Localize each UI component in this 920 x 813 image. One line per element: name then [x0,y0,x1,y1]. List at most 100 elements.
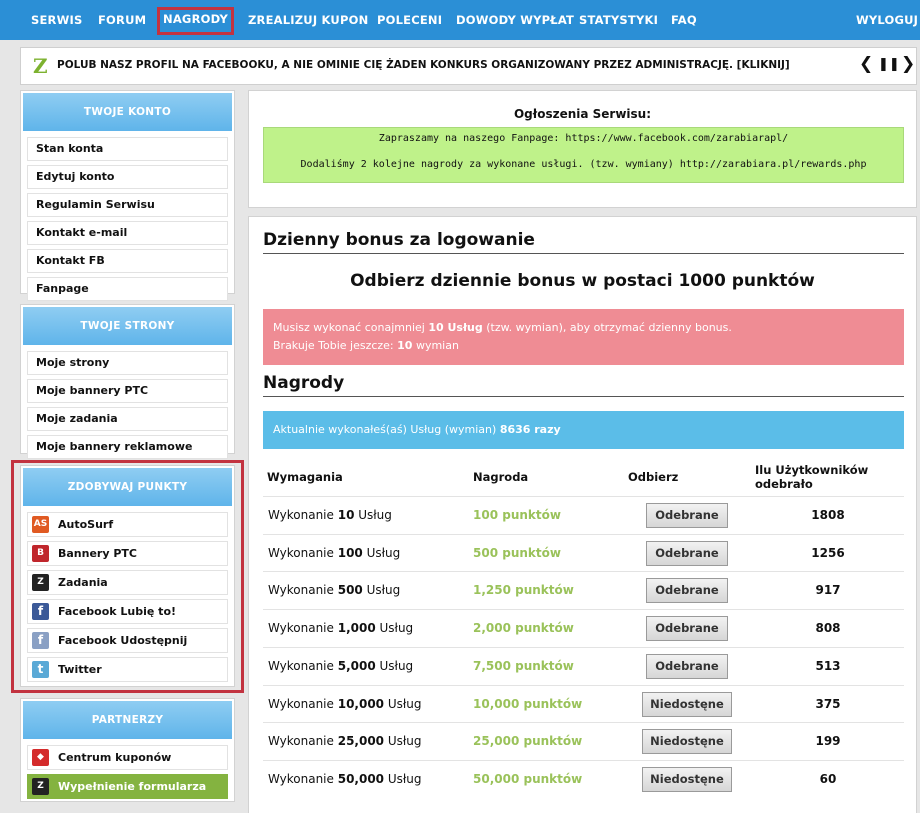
users-count-cell: 1256 [811,545,845,560]
coupon-icon: ◆ [32,749,49,766]
sidebar-item-moje-bannery-reklamowe[interactable]: Moje bannery reklamowe [27,435,228,459]
banner-icon: B [32,545,49,562]
sidebar-item-fanpage[interactable]: Fanpage [27,277,228,301]
top-navigation: SERWIS FORUM NAGRODY ZREALIZUJ KUPON POL… [0,0,920,40]
requirement-text: Usług [362,545,401,560]
requirement-cell: Wykonanie 10,000 Usług [268,697,422,711]
ticker-message[interactable]: POLUB NASZ PROFIL NA FACEBOOKU, A NIE OM… [57,59,790,71]
sidebar-item-edytuj-konto[interactable]: Edytuj konto [27,165,228,189]
heading-divider [263,253,904,254]
daily-bonus-heading: Dzienny bonus za logowanie [263,230,535,250]
sidebar-item-kontakt-email[interactable]: Kontakt e-mail [27,221,228,245]
table-row: Wykonanie 25,000 Usług 25,000 punktów Nied… [263,722,904,760]
ticker-pause-icon[interactable]: ❚❚ [878,57,900,72]
claim-button[interactable]: Odebrane [646,540,728,566]
share-icon: f [32,632,49,649]
logout-link[interactable]: WYLOGUJ [856,13,919,27]
ticker-next-icon[interactable]: ❯ [901,54,916,74]
nav-statystyki[interactable]: STATYSTYKI [579,13,659,27]
requirement-text: Usług [384,734,422,749]
reward-cell: 500 punktów [473,545,561,560]
claim-button[interactable]: Odebrane [646,503,728,528]
nav-faq[interactable]: FAQ [671,13,697,27]
users-count-cell: 808 [815,621,841,636]
sidebar-item-kontakt-fb[interactable]: Kontakt FB [27,249,228,273]
facebook-icon: f [32,603,49,620]
requirement-cell: Wykonanie 10 Usług [268,508,392,522]
alert-text: Musisz wykonać conajmniej [273,321,429,334]
sidebar-item-moje-zadania[interactable]: Moje zadania [27,407,228,431]
claim-button[interactable]: Odebrane [646,653,728,679]
users-count-cell: 199 [815,734,841,749]
sidebar-item-label: Facebook Udostępnij [58,634,188,647]
column-header-reward: Nagroda [473,470,529,484]
sidebar-item-label: Facebook Lubię to! [58,605,177,618]
requirement-text: Usług [375,621,414,636]
sidebar-item-regulamin[interactable]: Regulamin Serwisu [27,193,228,217]
services-count-info: Aktualnie wykonałeś(aś) Usług (wymian) 8… [263,411,904,449]
announcements-title: Ogłoszenia Serwisu: [513,107,652,121]
reward-cell: 1,250 punktów [473,583,574,598]
nav-serwis[interactable]: SERWIS [31,13,83,27]
requirement-cell: Wykonanie 5,000 Usług [268,659,413,673]
sidebar-item-zadania[interactable]: Z Zadania [27,570,228,595]
ticker-prev-icon[interactable]: ❮ [859,54,874,74]
requirement-text: Wykonanie [268,771,338,786]
tasks-icon: Z [32,574,49,591]
sidebar-item-bannery-ptc[interactable]: B Bannery PTC [27,541,228,566]
partners-panel-title: PARTNERZY [23,701,232,739]
requirement-count: 10,000 [337,696,385,711]
claim-button[interactable]: Niedostęne [642,766,732,792]
sidebar-item-wypelnienie-formularza[interactable]: Z Wypełnienie formularza [27,774,228,799]
sidebar-item-facebook-like[interactable]: f Facebook Lubię to! [27,599,228,624]
partners-panel: PARTNERZY ◆ Centrum kuponów Z Wypełnieni… [20,698,235,802]
requirement-text: Wykonanie [268,508,338,522]
daily-bonus-headline: Odbierz dziennie bonus w postaci 1000 pu… [350,271,815,291]
reward-cell: 25,000 punktów [473,734,583,749]
sidebar-item-label: Twitter [58,663,102,676]
requirement-text: Usług [362,583,401,598]
twitter-icon: t [32,661,49,678]
sidebar-item-label: Wypełnienie formularza [58,780,207,793]
nav-nagrody[interactable]: NAGRODY [157,7,235,35]
sidebar-item-stan-konta[interactable]: Stan konta [27,137,228,161]
users-count-cell: 1808 [811,508,845,522]
requirement-count: 1,000 [337,621,376,636]
pages-panel-title: TWOJE STRONY [23,307,232,345]
table-row: Wykonanie 10,000 Usług 10,000 punktów Nied… [263,684,904,723]
requirement-text: Usług [375,658,414,673]
claim-button[interactable]: Niedostęne [642,691,732,717]
users-count-cell: 60 [819,771,837,786]
table-row: Wykonanie 1,000 Usług 2,000 punktów Odebra… [263,609,904,647]
nav-forum[interactable]: FORUM [98,13,147,27]
nav-dowody-wyplat[interactable]: DOWODY WYPŁAT [456,13,575,27]
requirement-cell: Wykonanie 500 Usług [268,583,400,597]
users-count-cell: 917 [815,583,841,598]
sidebar-item-label: AutoSurf [58,518,114,531]
sidebar-item-facebook-share[interactable]: f Facebook Udostępnij [27,628,228,653]
form-icon: Z [32,778,49,795]
requirement-cell: Wykonanie 25,000 Usług [268,734,422,748]
requirement-cell: Wykonanie 1,000 Usług [268,621,413,635]
claim-button[interactable]: Odebrane [646,578,728,604]
sidebar-item-centrum-kuponow[interactable]: ◆ Centrum kuponów [27,745,228,770]
sidebar-item-autosurf[interactable]: AS AutoSurf [27,512,228,537]
sidebar-item-twitter[interactable]: t Twitter [27,657,228,682]
requirement-cell: Wykonanie 100 Usług [268,546,400,560]
sidebar-item-label: Bannery PTC [58,547,137,560]
nav-zrealizuj-kupon[interactable]: ZREALIZUJ KUPON [248,13,369,27]
announcement-line: Dodaliśmy 2 kolejne nagrody za wykonane … [300,159,867,170]
sidebar-item-moje-bannery-ptc[interactable]: Moje bannery PTC [27,379,228,403]
bonus-requirement-alert: Musisz wykonać conajmniej 10 Usług (tzw.… [263,309,904,365]
claim-button[interactable]: Odebrane [646,616,728,642]
requirement-text: Wykonanie [268,583,338,598]
alert-text: (tzw. wymian), aby otrzymać dzienny bonu… [482,321,732,334]
earn-points-panel: ZDOBYWAJ PUNKTY AS AutoSurf B Bannery PT… [20,465,235,687]
requirement-text: Wykonanie [268,545,338,560]
requirement-count: 500 [337,583,363,598]
claim-button[interactable]: Niedostęne [642,729,732,755]
requirement-text: Usług [384,771,422,786]
announcements-textarea[interactable]: Zapraszamy na naszego Fanpage: https://w… [263,127,904,183]
nav-poleceni[interactable]: POLECENI [377,13,443,27]
sidebar-item-moje-strony[interactable]: Moje strony [27,351,228,375]
